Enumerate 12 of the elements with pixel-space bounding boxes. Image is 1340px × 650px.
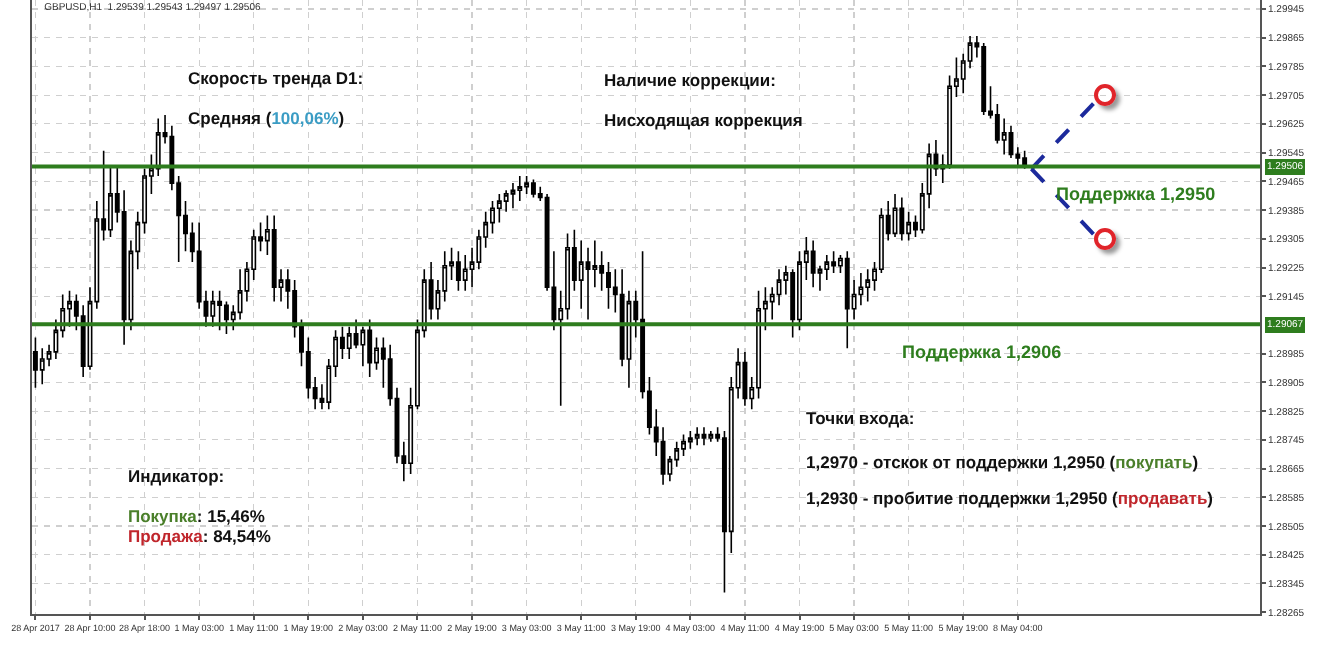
annotation: Индикатор: [128,466,225,486]
annotation: 1,2970 - отскок от поддержки 1,2950 (покупать) [806,452,1199,472]
annotation: Средняя (100,06%) [188,108,345,128]
annotation: 1,2930 - пробитие поддержки 1,2950 (продавать) [806,488,1214,508]
annotation: Точки входа: [806,408,915,428]
annotation: Скорость тренда D1: [188,68,364,88]
annotation: Продажа: 84,54% [128,526,272,546]
ref-line-label: Поддержка 1,2906 [902,342,1062,362]
annotation: Наличие коррекции: [604,70,777,90]
ref-line-label: Поддержка 1,2950 [1056,184,1216,204]
annotation: Нисходящая коррекция [604,110,803,130]
annotation: Покупка: 15,46% [128,506,266,526]
